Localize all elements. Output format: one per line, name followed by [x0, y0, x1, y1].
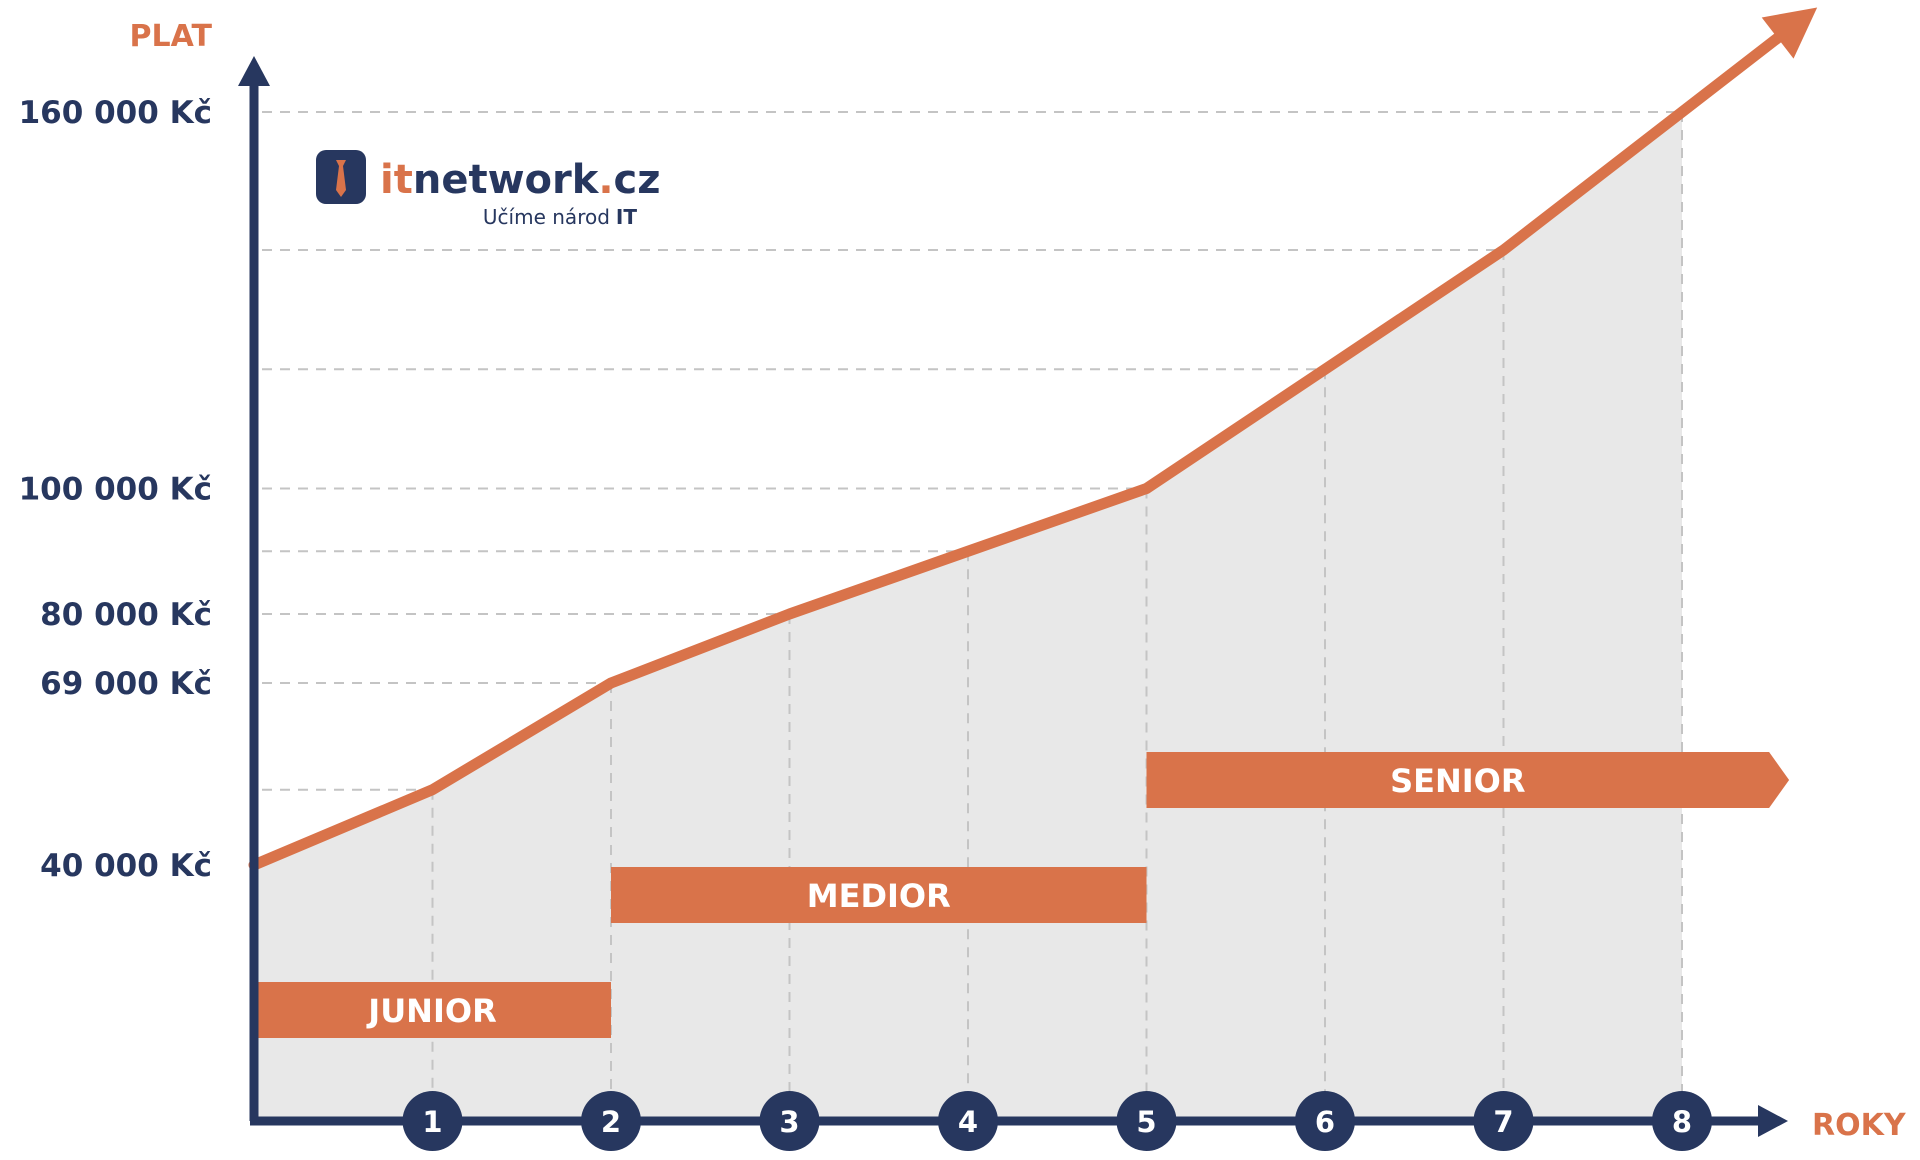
- x-axis-title: ROKY: [1812, 1108, 1907, 1143]
- salary-line: [248, 26, 1792, 871]
- logo-tagline-text: Učíme národ: [483, 205, 610, 229]
- tie-icon: [336, 160, 346, 197]
- x-axis-arrowhead: [1758, 1105, 1788, 1137]
- x-tick-label: 2: [601, 1105, 621, 1139]
- y-axis-title: PLAT: [130, 19, 213, 54]
- x-tick-label: 1: [422, 1105, 442, 1139]
- x-tick-label: 7: [1493, 1105, 1513, 1139]
- logo-network: network: [413, 157, 600, 203]
- x-tick-label: 8: [1672, 1105, 1692, 1139]
- x-tick-label: 4: [958, 1105, 978, 1139]
- x-tick-label: 3: [779, 1105, 799, 1139]
- salary-line-layer: [248, 7, 1818, 871]
- x-tick-circle: [581, 1091, 641, 1151]
- logo-wordmark: itnetwork.cz: [380, 157, 661, 203]
- y-tick-label: 40 000 Kč: [40, 848, 212, 884]
- y-tick-label: 100 000 Kč: [19, 472, 212, 508]
- band-label-senior: SENIOR: [1390, 762, 1525, 800]
- career-bands: JUNIOR MEDIOR SENIOR: [254, 752, 1790, 1038]
- salary-line-arrowhead: [1761, 7, 1818, 59]
- band-label-junior: JUNIOR: [366, 992, 496, 1030]
- band-senior: [1146, 752, 1790, 808]
- x-ticks: 1 2 3 4 5 6 7 8: [402, 1091, 1712, 1151]
- band-medior: [611, 867, 1147, 923]
- x-tick-circle: [1473, 1091, 1534, 1151]
- logo-tagline-bold: IT: [616, 205, 637, 229]
- band-label-medior: MEDIOR: [807, 877, 951, 915]
- y-tick-label: 69 000 Kč: [40, 666, 212, 702]
- x-tick-label: 5: [1136, 1105, 1156, 1139]
- x-tick-circle: [759, 1091, 820, 1151]
- y-tick-label: 80 000 Kč: [40, 597, 212, 633]
- x-tick-circle: [1116, 1091, 1177, 1151]
- logo-tagline: Učíme národ IT: [483, 205, 637, 229]
- logo-it: it: [380, 157, 413, 203]
- gridlines: [262, 111, 1683, 1121]
- logo-tld: cz: [614, 157, 661, 203]
- x-tick-circle: [402, 1091, 463, 1151]
- logo-dot: .: [598, 157, 613, 203]
- x-tick-circle: [1652, 1091, 1712, 1151]
- y-tick-label: 160 000 Kč: [19, 95, 212, 131]
- itnetwork-logo: itnetwork.cz Učíme národ IT: [316, 150, 661, 229]
- x-tick-label: 6: [1315, 1105, 1335, 1139]
- y-axis-arrowhead: [238, 56, 270, 86]
- x-tick-circle: [1295, 1091, 1355, 1151]
- x-tick-circle: [938, 1091, 998, 1151]
- y-tick-labels: 40 000 Kč 69 000 Kč 80 000 Kč 100 000 Kč 160…: [19, 95, 212, 884]
- band-junior: [254, 982, 611, 1038]
